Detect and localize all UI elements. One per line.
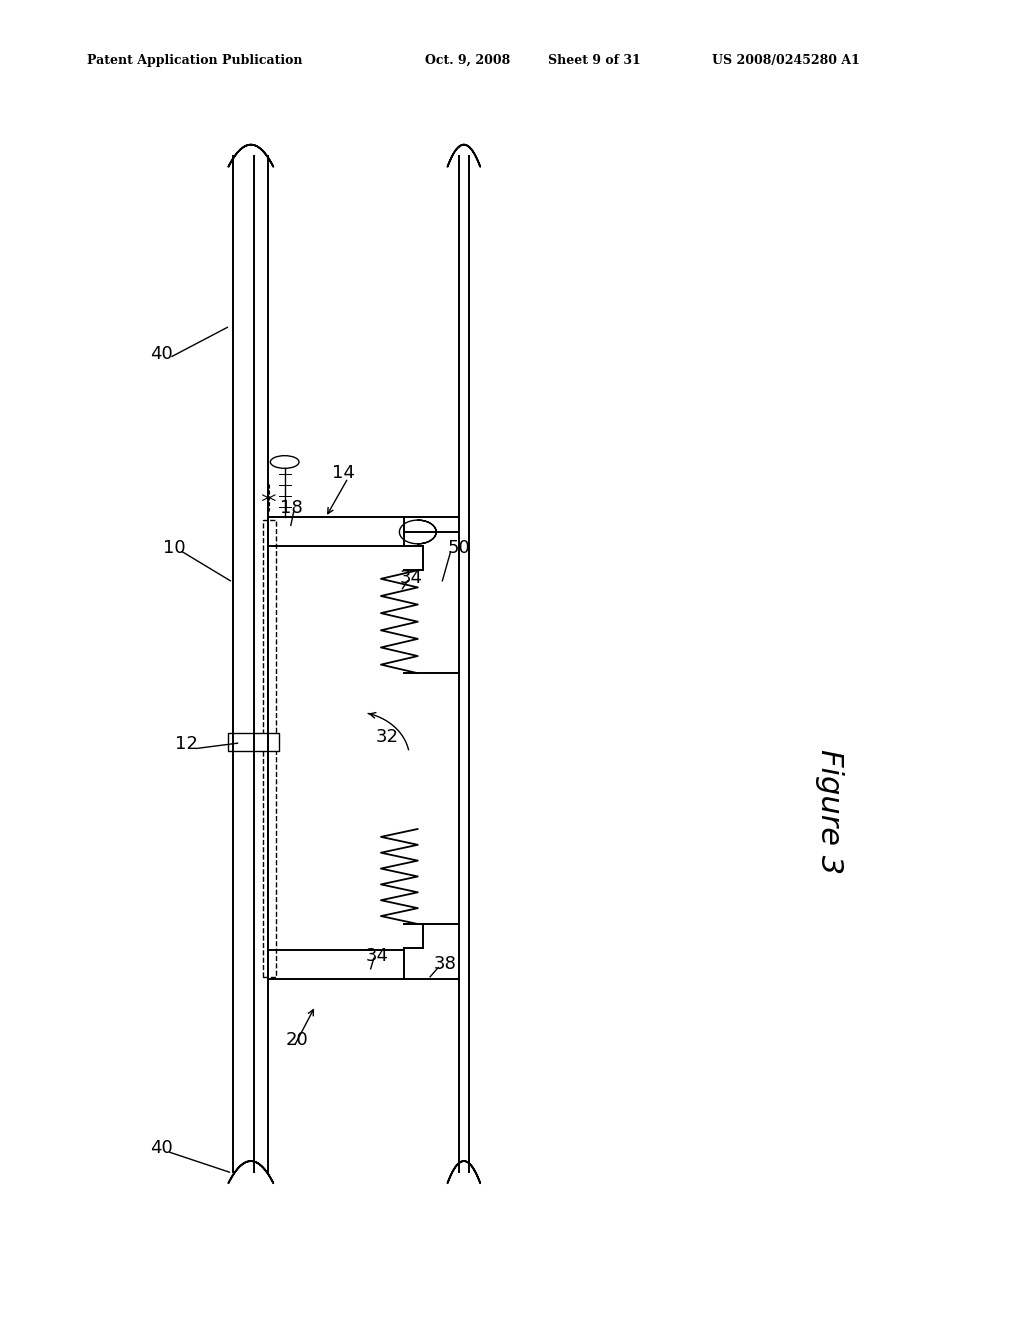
Ellipse shape [270, 455, 299, 469]
Text: Sheet 9 of 31: Sheet 9 of 31 [548, 54, 641, 67]
Bar [228, 733, 279, 751]
Text: 34: 34 [366, 946, 388, 965]
Text: 32: 32 [376, 727, 398, 746]
Text: 18: 18 [281, 499, 303, 517]
Text: 34: 34 [400, 569, 423, 587]
Text: 40: 40 [151, 345, 173, 363]
Text: 20: 20 [286, 1031, 308, 1049]
Text: 14: 14 [332, 463, 354, 482]
Text: 10: 10 [163, 539, 185, 557]
Text: 40: 40 [151, 1139, 173, 1158]
Text: US 2008/0245280 A1: US 2008/0245280 A1 [712, 54, 859, 67]
Text: Oct. 9, 2008: Oct. 9, 2008 [425, 54, 510, 67]
Text: 50: 50 [447, 539, 470, 557]
Text: 12: 12 [175, 735, 198, 754]
Text: Figure 3: Figure 3 [815, 750, 844, 874]
Text: 38: 38 [434, 954, 457, 973]
Text: Patent Application Publication: Patent Application Publication [87, 54, 302, 67]
